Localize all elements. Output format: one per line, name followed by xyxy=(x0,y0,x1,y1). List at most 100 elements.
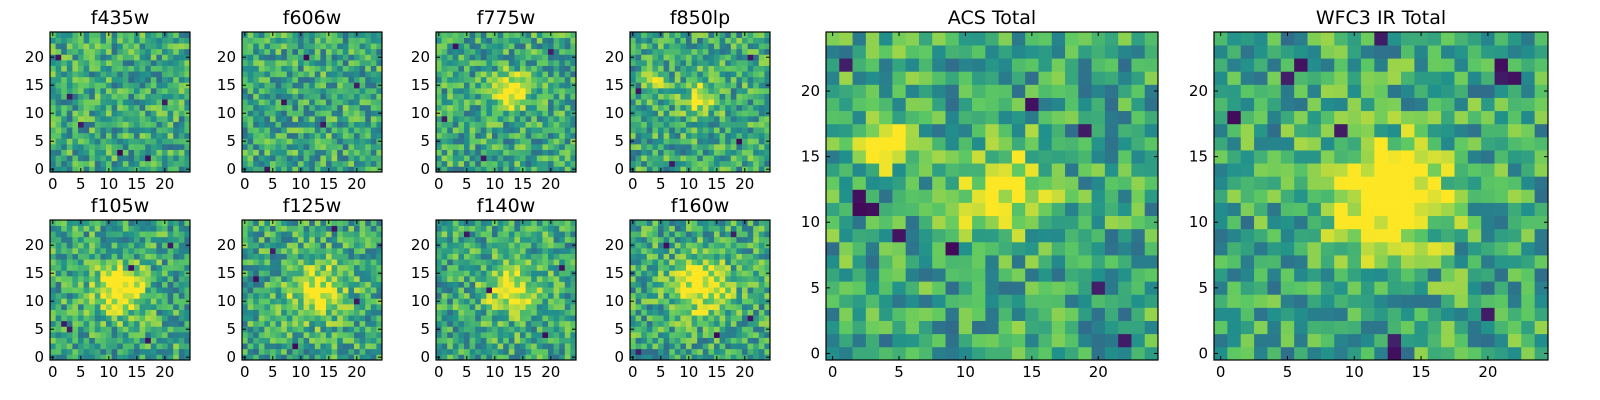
heatmap-cell xyxy=(525,93,532,100)
heatmap-cell xyxy=(548,93,554,100)
heatmap-cell xyxy=(309,104,316,111)
heatmap-cell xyxy=(309,220,316,226)
heatmap-cell xyxy=(674,155,681,162)
heatmap-cell xyxy=(342,149,349,156)
x-tick-label: 10 xyxy=(679,175,698,193)
heatmap-cell xyxy=(292,348,299,355)
heatmap-cell xyxy=(55,348,62,355)
heatmap-cell xyxy=(292,242,299,249)
heatmap-cell xyxy=(270,88,276,94)
heatmap-cell xyxy=(753,348,760,355)
heatmap-cell xyxy=(365,276,372,282)
heatmap-cell xyxy=(503,155,510,162)
heatmap-cell xyxy=(635,320,642,327)
heatmap-cell xyxy=(663,32,670,38)
heatmap-cell xyxy=(548,110,554,117)
heatmap-cell xyxy=(520,320,526,327)
heatmap-cell xyxy=(348,281,355,288)
heatmap-cell xyxy=(303,138,310,145)
heatmap-cell xyxy=(365,121,372,128)
heatmap-cell xyxy=(162,149,168,156)
heatmap-cell xyxy=(173,121,180,128)
heatmap-cell xyxy=(281,32,288,38)
heatmap-cell xyxy=(167,160,174,167)
heatmap-cell xyxy=(559,259,566,266)
heatmap-cell xyxy=(742,60,748,66)
heatmap-cell xyxy=(542,287,549,294)
heatmap-cell xyxy=(531,121,538,128)
heatmap-cell xyxy=(242,127,248,134)
heatmap-cell xyxy=(167,93,174,100)
heatmap-cell xyxy=(331,149,338,156)
heatmap-cell xyxy=(680,76,687,83)
heatmap-cell xyxy=(469,354,476,361)
heatmap-cell xyxy=(725,354,732,361)
heatmap-cell xyxy=(436,104,442,111)
heatmap-cell xyxy=(714,37,720,44)
heatmap-cell xyxy=(94,264,101,271)
heatmap-cell xyxy=(111,144,118,150)
heatmap-cell xyxy=(275,37,282,44)
heatmap-cell xyxy=(764,315,771,322)
heatmap-cell xyxy=(646,292,653,299)
heatmap-cell xyxy=(764,71,771,78)
heatmap-cell xyxy=(702,298,709,305)
heatmap-cell xyxy=(55,110,62,117)
heatmap-cell xyxy=(441,149,448,156)
heatmap-cell xyxy=(100,132,107,139)
heatmap-cell xyxy=(89,71,96,78)
heatmap-cell xyxy=(348,343,355,350)
heatmap-cell xyxy=(117,281,124,288)
heatmap-cell xyxy=(719,37,726,44)
heatmap-cell xyxy=(117,99,124,106)
heatmap-cell xyxy=(359,127,366,134)
heatmap-cell xyxy=(167,298,174,305)
heatmap-cell xyxy=(309,298,316,305)
heatmap-cell xyxy=(117,304,124,310)
heatmap-cell xyxy=(531,149,538,156)
heatmap-cell xyxy=(83,127,90,134)
heatmap-cell xyxy=(658,121,664,128)
heatmap-cell xyxy=(314,116,321,122)
heatmap-cell xyxy=(719,155,726,162)
heatmap-cell xyxy=(100,332,107,338)
heatmap-cell xyxy=(128,82,135,89)
heatmap-cell xyxy=(275,253,282,260)
heatmap-cell xyxy=(128,332,135,338)
heatmap-cell xyxy=(702,287,709,294)
x-tick-label: 20 xyxy=(541,363,560,381)
heatmap-cell xyxy=(173,225,180,232)
heatmap-cell xyxy=(525,320,532,327)
heatmap-cell xyxy=(258,304,265,310)
heatmap-cell xyxy=(702,48,709,55)
heatmap-cell xyxy=(542,220,549,226)
heatmap-cell xyxy=(536,298,543,305)
heatmap-cell xyxy=(354,281,360,288)
x-tick-label: 10 xyxy=(291,363,310,381)
heatmap-cell xyxy=(635,332,642,338)
heatmap-cell xyxy=(719,110,726,117)
heatmap-cell xyxy=(173,65,180,72)
heatmap-cell xyxy=(314,270,321,277)
heatmap-cell xyxy=(559,281,566,288)
heatmap-cell xyxy=(635,48,642,55)
heatmap-cell xyxy=(725,160,732,167)
heatmap-cell xyxy=(719,315,726,322)
heatmap-cell xyxy=(486,320,493,327)
heatmap-cell xyxy=(156,225,163,232)
heatmap-cell xyxy=(89,43,96,50)
heatmap-cell xyxy=(286,71,293,78)
heatmap-cell xyxy=(275,144,282,150)
heatmap-cell xyxy=(536,138,543,145)
heatmap-cell xyxy=(674,354,681,361)
heatmap-cell xyxy=(286,259,293,266)
heatmap-cell xyxy=(270,121,276,128)
heatmap-cell xyxy=(184,220,191,226)
heatmap-cell xyxy=(173,354,180,361)
heatmap-cell xyxy=(89,304,96,310)
heatmap-cell xyxy=(275,99,282,106)
heatmap-cell xyxy=(492,309,498,316)
heatmap-cell xyxy=(542,76,549,83)
heatmap-cell xyxy=(686,60,692,66)
heatmap-cell xyxy=(702,354,709,361)
